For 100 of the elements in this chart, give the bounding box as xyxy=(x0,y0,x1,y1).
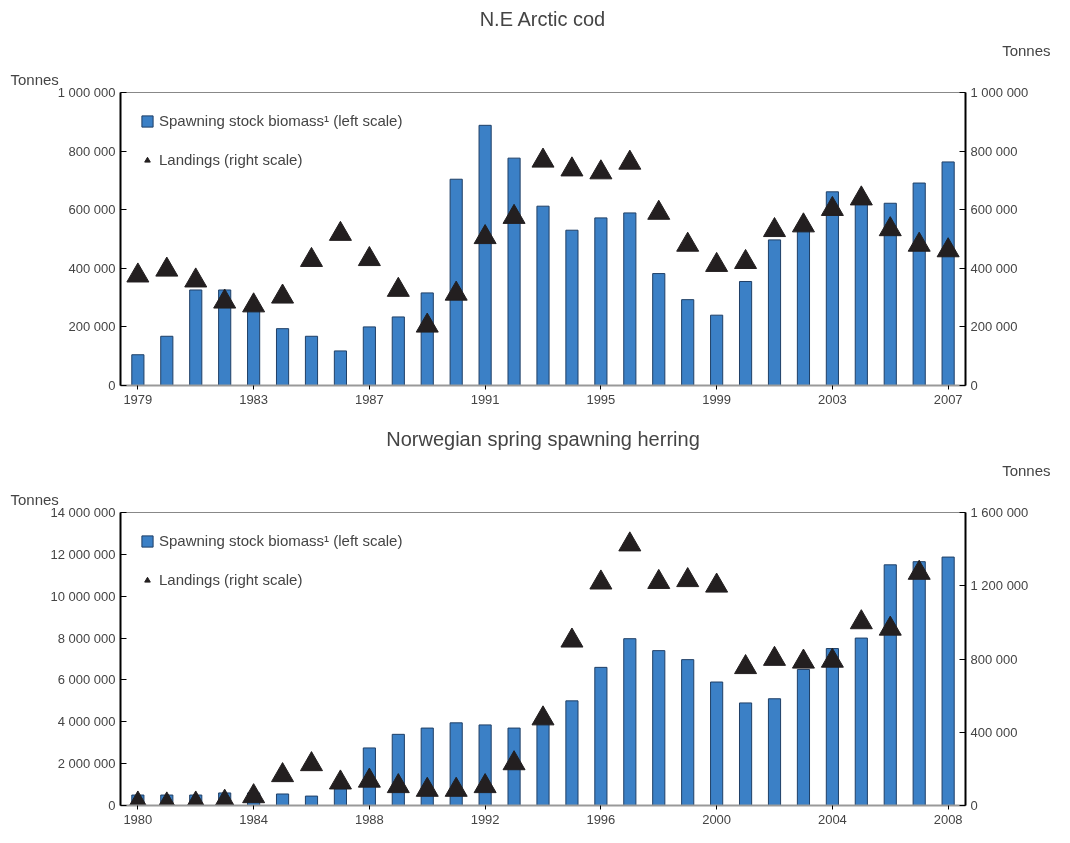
bar xyxy=(131,354,145,386)
point xyxy=(791,648,815,669)
y2-tick-label: 1 600 000 xyxy=(970,505,1029,520)
y2-tick-label: 0 xyxy=(970,798,978,813)
y2-tick-label: 1 000 000 xyxy=(970,85,1029,100)
x-tick-label: 1995 xyxy=(586,391,616,407)
x-tick-label: 1992 xyxy=(470,811,500,827)
bar xyxy=(160,335,174,386)
point xyxy=(357,246,381,267)
y-tick-label: 14 000 000 xyxy=(50,505,116,520)
y-tick-label: 0 xyxy=(108,798,116,813)
bar xyxy=(333,350,348,386)
point xyxy=(647,568,671,589)
bar xyxy=(681,659,695,806)
y-tick-label: 400 000 xyxy=(68,260,116,276)
point xyxy=(763,217,787,238)
x-tick-label: 2000 xyxy=(702,811,732,827)
point xyxy=(213,788,237,806)
x-tick-label: 2004 xyxy=(817,811,847,827)
x-tick-label: 2007 xyxy=(933,391,963,407)
bar xyxy=(652,650,666,806)
point xyxy=(560,156,584,177)
bar xyxy=(767,698,782,806)
bar xyxy=(275,328,290,386)
x-tick-label: 2008 xyxy=(933,811,963,827)
point xyxy=(763,645,787,666)
point xyxy=(271,283,295,304)
point xyxy=(676,567,700,588)
point xyxy=(357,767,381,788)
point xyxy=(734,654,758,675)
point xyxy=(242,783,266,804)
bar xyxy=(536,205,550,386)
bar xyxy=(825,191,839,386)
y2-axis-title: Tonnes xyxy=(1002,41,1051,59)
y2-tick-label: 200 000 xyxy=(970,319,1018,335)
point xyxy=(271,762,295,783)
legend-label: Landings (right scale) xyxy=(159,571,303,588)
bar xyxy=(854,203,868,386)
y2-tick-label: 400 000 xyxy=(970,724,1018,740)
y2-tick-label: 400 000 xyxy=(970,260,1018,276)
bar xyxy=(941,161,955,386)
x-tick-label: 1987 xyxy=(354,391,384,407)
y-tick-label: 800 000 xyxy=(68,143,116,159)
y-tick-label: 12 000 000 xyxy=(50,546,116,562)
bar xyxy=(565,229,579,386)
point xyxy=(647,199,671,220)
point xyxy=(444,776,468,797)
y-tick-label: 8 000 000 xyxy=(57,630,116,646)
point xyxy=(473,773,497,794)
point xyxy=(878,216,902,237)
point xyxy=(386,773,410,794)
point xyxy=(531,705,555,726)
point xyxy=(502,203,526,224)
point xyxy=(878,615,902,636)
bar xyxy=(941,556,955,806)
point xyxy=(849,185,873,206)
point xyxy=(502,750,526,771)
x-tick-label: 2003 xyxy=(817,391,847,407)
point xyxy=(820,195,844,216)
y2-tick-label: 0 xyxy=(970,378,978,393)
bar xyxy=(478,124,492,386)
point xyxy=(126,262,150,283)
bar xyxy=(623,212,637,386)
point xyxy=(618,531,642,552)
bar xyxy=(362,326,376,386)
x-tick-label: 1991 xyxy=(470,391,500,407)
bar xyxy=(304,335,319,386)
bar xyxy=(565,700,579,806)
bar xyxy=(304,795,319,806)
bar xyxy=(623,638,637,806)
y-tick-label: 0 xyxy=(108,378,116,393)
bar xyxy=(912,182,926,386)
point xyxy=(531,147,555,168)
y2-tick-label: 1 200 000 xyxy=(970,578,1029,594)
bar xyxy=(652,273,666,386)
chart-title: Norwegian spring spawning herring xyxy=(386,427,700,450)
y-axis-title: Tonnes xyxy=(10,490,59,508)
point xyxy=(907,231,931,252)
y2-tick-label: 800 000 xyxy=(970,651,1018,667)
bar xyxy=(738,280,753,386)
point xyxy=(328,769,352,790)
x-tick-label: 1996 xyxy=(586,811,616,827)
point xyxy=(386,276,410,297)
bar xyxy=(883,202,897,386)
point xyxy=(820,647,844,668)
point xyxy=(907,559,931,580)
bar xyxy=(854,637,868,806)
y-tick-label: 2 000 000 xyxy=(57,756,116,772)
point xyxy=(560,627,584,648)
y2-tick-label: 800 000 xyxy=(970,143,1018,159)
point xyxy=(444,280,468,301)
bar xyxy=(912,561,926,806)
y-tick-label: 4 000 000 xyxy=(57,714,116,730)
bar xyxy=(189,289,203,386)
point xyxy=(589,569,613,590)
point xyxy=(328,220,352,241)
point xyxy=(213,288,237,309)
bar xyxy=(507,157,521,386)
legend-label: Spawning stock biomass¹ (left scale) xyxy=(159,112,403,129)
point xyxy=(299,751,323,772)
